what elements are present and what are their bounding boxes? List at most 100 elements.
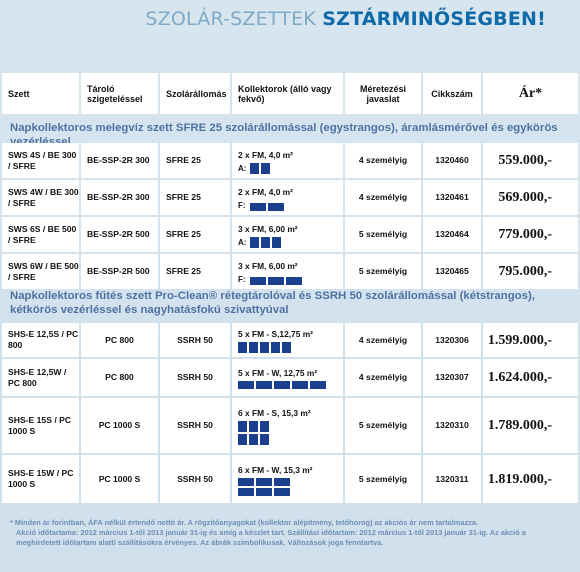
cell-set: SWS 6W / BE 500 / SFRE (2, 254, 79, 289)
cell-collector: 5 x FM - W, 12,75 m² (232, 359, 343, 396)
header-storage: Tároló szigeteléssel (81, 73, 158, 114)
table-row: SWS 4W / BE 300 / SFRE BE-SSP-2R 300 SFR… (2, 180, 578, 215)
panel-icon (250, 236, 260, 248)
cell-sizing: 5 személyig (345, 217, 421, 252)
table-row: SWS 6W / BE 500 / SFRE BE-SSP-2R 500 SFR… (2, 254, 578, 289)
cell-sizing: 5 személyig (345, 398, 421, 453)
cell-price: 559.000,- (483, 143, 578, 178)
panel-orientation-label: A: (238, 237, 247, 247)
cell-price: 1.789.000,- (483, 398, 578, 453)
cell-sizing: 4 személyig (345, 180, 421, 215)
panel-icon (267, 202, 284, 211)
cell-price: 779.000,- (483, 217, 578, 252)
collector-label: 5 x FM - W, 12,75 m² (238, 368, 318, 378)
collector-label: 3 x FM, 6,00 m² (238, 223, 298, 234)
collector-panels-icon: A: (238, 236, 282, 248)
panel-icon (274, 381, 290, 389)
collector-label: 6 x FM - W, 15,3 m² (238, 464, 313, 475)
table-row: SHS-E 12,5W / PC 800 PC 800 SSRH 50 5 x … (2, 359, 578, 396)
panel-icon (310, 381, 326, 389)
cell-set: SHS-E 12,5S / PC 800 (2, 323, 79, 357)
table-row: SWS 6S / BE 500 / SFRE BE-SSP-2R 500 SFR… (2, 217, 578, 252)
panel-icon (267, 276, 284, 285)
header-code: Cikkszám (423, 73, 481, 114)
panel-orientation-label: F: (238, 274, 246, 284)
cell-collector: 6 x FM - S, 15,3 m² (232, 398, 343, 453)
panel-icon (238, 421, 247, 432)
cell-station: SSRH 50 (160, 359, 230, 396)
cell-station: SSRH 50 (160, 323, 230, 357)
cell-storage: PC 1000 S (81, 398, 158, 453)
header-station: Szolárállomás (160, 73, 230, 114)
panel-icon (249, 434, 258, 445)
panel-icon (238, 381, 254, 389)
collector-label: 2 x FM, 4,0 m² (238, 186, 293, 197)
collector-label: 5 x FM - S,12,75 m² (238, 329, 313, 339)
cell-collector: 2 x FM, 4,0 m² A: (232, 143, 343, 178)
collector-label: 6 x FM - S, 15,3 m² (238, 408, 311, 418)
panel-icon (238, 487, 254, 496)
panel-icon (249, 276, 266, 285)
collector-panels-icon: F: (238, 274, 302, 285)
cell-station: SSRH 50 (160, 455, 230, 503)
section-title-heating: Napkollektoros fűtés szett Pro-Clean® ré… (10, 290, 535, 316)
panel-icon (260, 421, 269, 432)
cell-sizing: 5 személyig (345, 254, 421, 289)
cell-set: SHS-E 12,5W / PC 800 (2, 359, 79, 396)
cell-set: SWS 4W / BE 300 / SFRE (2, 180, 79, 215)
cell-collector: 5 x FM - S,12,75 m² (232, 323, 343, 357)
panel-icon (238, 342, 247, 353)
collector-panels-icon (238, 477, 290, 496)
header-collectors: Kollektorok (álló vagy fekvő) (232, 73, 343, 114)
collector-panels-icon (238, 421, 269, 445)
panel-icon (260, 342, 269, 353)
cell-sizing: 5 személyig (345, 455, 421, 503)
cell-storage: BE-SSP-2R 300 (81, 180, 158, 215)
cell-price: 1.819.000,- (483, 455, 578, 503)
panel-icon (238, 434, 247, 445)
panel-icon (260, 434, 269, 445)
footnote-prices: * Minden ár forintban, ÁFA nélkül értend… (10, 518, 479, 527)
panel-icon (272, 236, 282, 248)
collector-panels-icon: F: (238, 200, 284, 211)
cell-station: SFRE 25 (160, 254, 230, 289)
table-row: SHS-E 12,5S / PC 800 PC 800 SSRH 50 5 x … (2, 323, 578, 357)
panel-orientation-label: F: (238, 200, 246, 210)
panel-icon (249, 202, 266, 211)
cell-station: SSRH 50 (160, 398, 230, 453)
panel-icon (238, 477, 254, 486)
cell-collector: 2 x FM, 4,0 m² F: (232, 180, 343, 215)
cell-code: 1320310 (423, 398, 481, 453)
panel-icon (250, 162, 260, 174)
cell-storage: BE-SSP-2R 500 (81, 217, 158, 252)
cell-collector: 6 x FM - W, 15,3 m² (232, 455, 343, 503)
cell-storage: PC 800 (81, 323, 158, 357)
header-sizing: Méretezési javaslat (345, 73, 421, 114)
cell-code: 1320307 (423, 359, 481, 396)
panel-icon (285, 276, 302, 285)
collector-label: 3 x FM, 6,00 m² (238, 260, 298, 271)
cell-storage: BE-SSP-2R 300 (81, 143, 158, 178)
panel-icon (261, 236, 271, 248)
collector-panels-icon (238, 381, 326, 389)
page-title: SZOLÁR-SZETTEK SZTÁRMINŐSÉGBEN! (145, 8, 546, 30)
collector-panels-icon (238, 342, 291, 353)
header-set: Szett (2, 73, 79, 114)
panel-icon (256, 381, 272, 389)
panel-icon (261, 162, 271, 174)
cell-collector: 3 x FM, 6,00 m² F: (232, 254, 343, 289)
cell-set: SHS-E 15S / PC 1000 S (2, 398, 79, 453)
cell-storage: PC 1000 S (81, 455, 158, 503)
cell-code: 1320461 (423, 180, 481, 215)
header-price: Ár* (483, 73, 578, 114)
cell-price: 1.624.000,- (483, 359, 578, 396)
cell-set: SWS 4S / BE 300 / SFRE (2, 143, 79, 178)
cell-price: 1.599.000,- (483, 323, 578, 357)
cell-sizing: 4 személyig (345, 323, 421, 357)
panel-icon (274, 477, 290, 486)
panel-orientation-label: A: (238, 163, 247, 173)
cell-code: 1320306 (423, 323, 481, 357)
panel-icon (271, 342, 280, 353)
collector-panels-icon: A: (238, 162, 271, 174)
cell-set: SWS 6S / BE 500 / SFRE (2, 217, 79, 252)
